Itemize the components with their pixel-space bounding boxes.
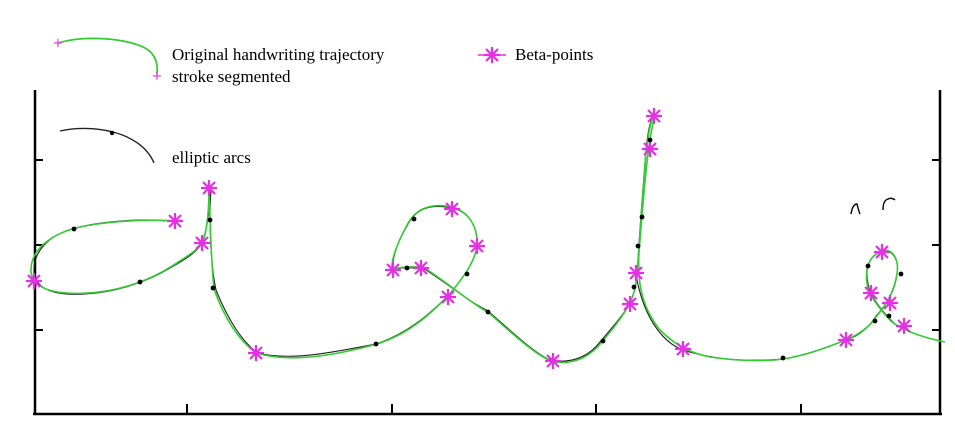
dot-icon [886,313,892,319]
axes-frame [33,90,942,416]
dot-icon [600,338,606,344]
beta-point [861,283,881,303]
beta-point [640,139,660,159]
dot-icon [635,243,641,249]
plus-marker-icon: + [53,36,64,51]
dot-icon [631,284,637,290]
dot-icon [872,318,878,324]
legend-beta-label: Beta-points [515,45,593,64]
dot-icon [780,355,786,361]
beta-point [673,339,693,359]
hand-mark [850,203,861,215]
beta-point [383,260,403,280]
dot-icon [404,265,410,271]
beta-point [192,233,212,253]
plus-marker-icon: + [152,69,163,84]
dot-icon [464,271,470,277]
dot-icon [109,130,115,136]
dot-icon [485,309,491,315]
dot-icon [898,271,904,277]
legend-elliptic-label: elliptic arcs [172,148,251,167]
original-trajectory-curve [30,112,946,364]
beta-point [626,263,646,283]
beta-point [467,236,487,256]
beta-point [199,178,219,198]
axis-ticks [35,159,940,414]
elliptic-arcs-curve [33,116,907,362]
legend-segmented-label: stroke segmented [172,67,291,86]
beta-point [246,343,266,363]
beta-point [442,199,462,219]
beta-point [872,242,892,262]
dot-icon [639,214,645,220]
beta-point [24,271,44,291]
dot-icon [71,226,77,232]
beta-point [543,351,563,371]
arc-points [71,137,904,361]
hand-mark [882,197,896,211]
beta-point [644,106,664,126]
beta-point [620,294,640,314]
dot-icon [647,137,653,143]
beta-points [24,106,914,371]
legend-original-label: Original handwriting trajectory [172,45,385,64]
beta-point [894,316,914,336]
dot-icon [207,217,213,223]
dot-icon [411,216,417,222]
beta-point [165,211,185,231]
dot-icon [137,279,143,285]
beta-point [411,258,431,278]
legend-trajectory-sample [57,37,159,75]
legend: + + Original handwriting trajectory stro… [53,36,594,167]
dot-icon [865,263,871,269]
dot-icon [210,285,216,291]
dot-icon [373,341,379,347]
beta-point [880,293,900,313]
legend-arc-sample [59,127,155,164]
beta-point [836,330,856,350]
beta-point [438,287,458,307]
handwritten-marks [850,197,896,215]
